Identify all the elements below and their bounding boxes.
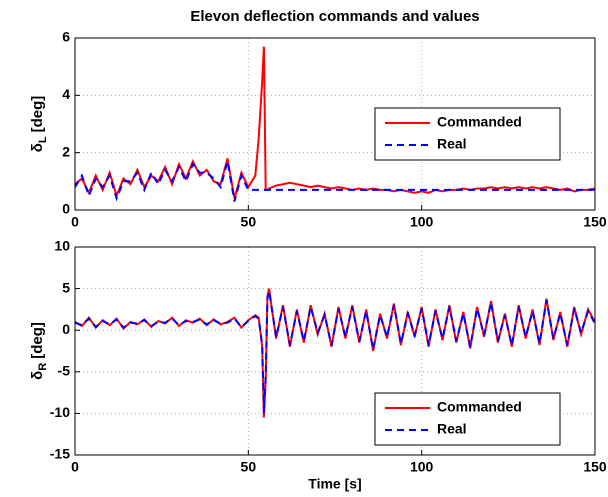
data-line (75, 161, 595, 202)
legend-label: Real (437, 136, 467, 152)
x-axis-label: Time [s] (308, 476, 361, 492)
y-label-unit: [deg] (29, 96, 46, 133)
y-label-subscript: L (37, 136, 49, 143)
legend-label: Commanded (437, 114, 522, 130)
y-tick-label: -5 (58, 363, 71, 379)
y-axis-label: δL [deg] (29, 96, 49, 153)
y-axis-label: δR [deg] (29, 322, 49, 380)
legend-box (374, 107, 561, 161)
x-tick-label: 0 (71, 459, 79, 475)
y-label-symbol: δ (29, 371, 46, 380)
axes-box (74, 246, 596, 456)
y-tick-label: 5 (62, 279, 70, 295)
x-tick-label: 50 (241, 459, 257, 475)
y-tick-label: 0 (62, 201, 70, 217)
y-label-unit: [deg] (29, 322, 46, 359)
y-tick-label: -15 (50, 446, 70, 462)
x-tick-label: 0 (71, 214, 79, 230)
x-tick-label: 100 (410, 214, 434, 230)
data-line (75, 290, 595, 414)
y-tick-label: 4 (62, 86, 70, 102)
legend-label: Real (437, 421, 467, 437)
x-tick-label: 50 (241, 214, 257, 230)
x-tick-label: 150 (583, 459, 607, 475)
axes-box (74, 37, 596, 211)
y-label-subscript: R (37, 363, 49, 371)
data-line (75, 46, 595, 199)
y-tick-label: 10 (54, 238, 70, 254)
x-tick-label: 150 (583, 214, 607, 230)
y-tick-label: 6 (62, 29, 70, 45)
y-tick-label: -10 (50, 404, 70, 420)
y-tick-label: 0 (62, 321, 70, 337)
chart-title: Elevon deflection commands and values (190, 8, 479, 25)
y-tick-label: 2 (62, 143, 70, 159)
legend-box (374, 392, 561, 446)
y-label-symbol: δ (29, 143, 46, 152)
legend-label: Commanded (437, 399, 522, 415)
x-tick-label: 100 (410, 459, 434, 475)
